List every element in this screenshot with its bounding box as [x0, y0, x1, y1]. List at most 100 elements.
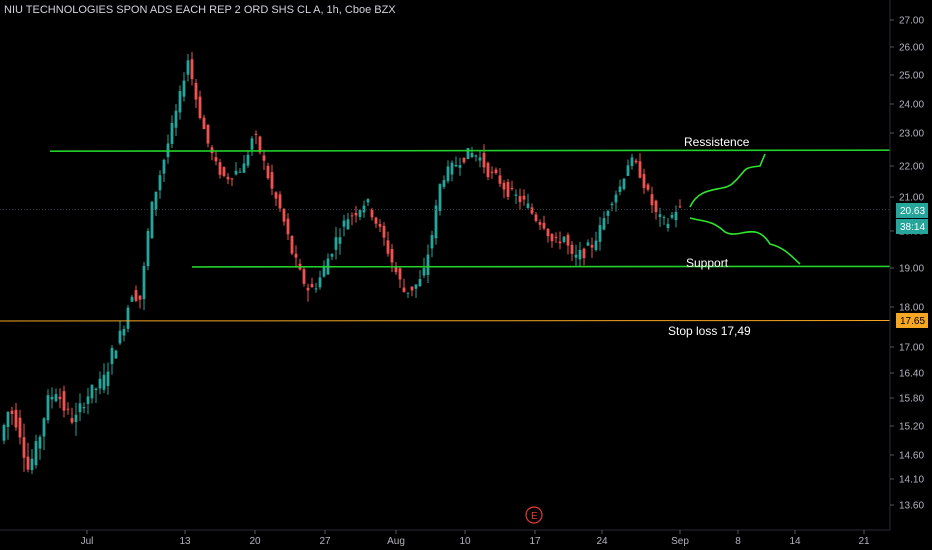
candle-body: [10, 410, 14, 414]
candle-body: [58, 396, 62, 400]
candle-body: [474, 155, 478, 157]
candle-body: [374, 217, 378, 224]
price-axis[interactable]: 27.0026.0025.0024.0023.0022.0021.0020.00…: [889, 0, 924, 530]
candle-body: [638, 161, 642, 178]
candle-body: [622, 178, 626, 189]
candle-body: [182, 80, 186, 97]
candle-body: [674, 211, 678, 221]
candle-body: [466, 148, 470, 160]
candle-body: [550, 233, 554, 242]
candle-body: [522, 195, 526, 200]
candle-body: [406, 292, 410, 294]
countdown-tag: 38:14: [900, 222, 925, 233]
candle-body: [38, 436, 42, 449]
time-axis[interactable]: Jul 13 20 27 Aug 10 17 24 Sep 8 14 21: [0, 529, 890, 547]
candle-body: [362, 205, 366, 213]
candle-body: [434, 205, 438, 239]
candle-body: [162, 159, 166, 174]
candle-body: [410, 286, 414, 291]
earnings-marker-label: E: [531, 511, 538, 522]
candle-body: [382, 225, 386, 238]
candle-body: [366, 199, 370, 203]
price-tick-label: 24.00: [899, 100, 924, 111]
candle-body: [214, 157, 218, 162]
candle-body: [142, 265, 146, 300]
candle-body: [430, 235, 434, 249]
level-line-support: [191, 265, 891, 268]
candle-body: [418, 279, 422, 287]
candle-body: [274, 192, 278, 199]
candle-body: [110, 347, 114, 364]
candle-body: [398, 268, 402, 280]
candle-body: [454, 164, 458, 167]
candle-body: [670, 214, 674, 218]
candle-body: [118, 330, 122, 344]
level-line-resistance: [49, 149, 891, 152]
candle-body: [90, 384, 94, 399]
candle-body: [282, 209, 286, 222]
candle-body: [106, 371, 110, 387]
time-tick-label: 10: [459, 536, 471, 547]
candle-body: [198, 96, 202, 119]
candle-body: [42, 418, 46, 437]
candle-body: [54, 394, 58, 402]
candle-body: [154, 191, 158, 211]
candle-body: [310, 284, 314, 288]
candle-body: [66, 408, 70, 410]
candle-body: [578, 250, 582, 260]
bullish-projection: [689, 153, 766, 208]
candle-body: [290, 236, 294, 254]
candle-body: [394, 266, 398, 273]
candle-body: [178, 91, 182, 113]
candle-body: [426, 254, 430, 275]
candle-body: [342, 220, 346, 227]
candle-body: [526, 203, 530, 208]
candle-body: [594, 240, 598, 251]
price-tick-label: 16.40: [899, 369, 924, 380]
candle-body: [234, 170, 238, 175]
candle-body: [458, 165, 462, 168]
candle-body: [306, 287, 310, 291]
countdown-tag-bg: [896, 219, 928, 234]
candle-body: [26, 456, 30, 470]
earnings-marker[interactable]: E: [525, 506, 543, 524]
candle-body: [598, 225, 602, 242]
price-tick-label: 22.00: [899, 162, 924, 173]
current-price-tag-bg: [896, 203, 928, 218]
candle-body: [302, 269, 306, 284]
candle-body: [470, 152, 474, 157]
candle-body: [30, 458, 34, 470]
candle-body: [386, 240, 390, 254]
candle-body: [582, 248, 586, 259]
candle-body: [146, 230, 150, 267]
candle-body: [254, 133, 258, 135]
candle-body: [614, 194, 618, 203]
candle-body: [494, 169, 498, 174]
time-tick-label: Sep: [671, 536, 689, 547]
candle-body: [202, 117, 206, 130]
candle-body: [574, 254, 578, 258]
earnings-marker-circle[interactable]: [525, 506, 543, 524]
candle-body: [630, 157, 634, 166]
candle-body: [194, 83, 198, 100]
candle-body: [50, 396, 54, 400]
candle-body: [346, 219, 350, 230]
candle-body: [358, 210, 362, 217]
candle-body: [446, 166, 450, 182]
candle-body: [46, 395, 50, 421]
candle-body: [242, 163, 246, 173]
candle-body: [322, 265, 326, 277]
candle-body: [486, 162, 490, 178]
price-tick-label: 13.60: [899, 501, 924, 512]
price-tick-label: 15.80: [899, 394, 924, 405]
candle-body: [338, 237, 342, 244]
candle-body: [642, 174, 646, 188]
price-tick-label: 23.00: [899, 129, 924, 140]
candle-body: [138, 295, 142, 300]
candle-body: [506, 181, 510, 197]
candle-body: [126, 307, 130, 329]
candle-body: [222, 167, 226, 176]
candle-body: [538, 222, 542, 225]
chart-title: NIU TECHNOLOGIES SPON ADS EACH REP 2 ORD…: [4, 4, 396, 16]
